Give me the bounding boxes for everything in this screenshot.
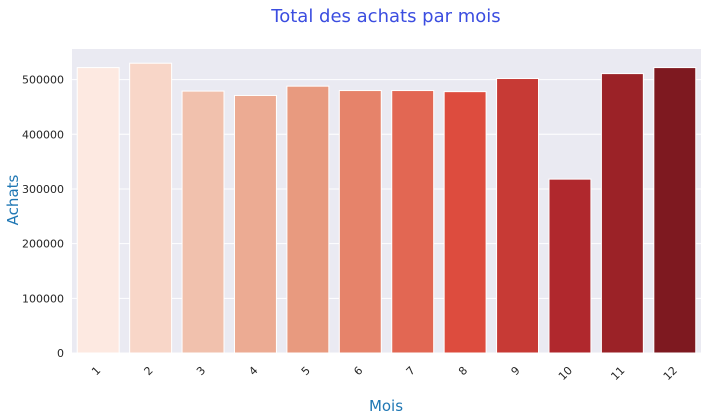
- bar-month-10: [548, 178, 592, 354]
- y-tick-label: 300000: [22, 183, 64, 196]
- bar-month-8: [443, 91, 487, 354]
- x-tick-label: 8: [456, 364, 470, 378]
- bars: [76, 62, 697, 354]
- bar-month-11: [600, 73, 644, 354]
- x-tick-label: 12: [661, 364, 680, 383]
- plot-background: [72, 49, 701, 353]
- bar-month-1: [76, 67, 120, 354]
- y-tick-label: 0: [57, 347, 64, 360]
- y-tick-label: 100000: [22, 292, 64, 305]
- bar-month-4: [233, 94, 277, 354]
- x-tick-label: 5: [299, 364, 313, 378]
- y-tick-label: 200000: [22, 238, 64, 251]
- y-tick-label: 500000: [22, 74, 64, 87]
- bar-month-2: [129, 62, 173, 354]
- x-tick-label: 4: [246, 364, 260, 378]
- bar-month-3: [181, 90, 225, 354]
- x-axis-ticks: 1 2 3 4 5 6 7 8 9 10 11 12: [89, 364, 680, 383]
- x-tick-label: 9: [509, 364, 523, 378]
- bar-month-12: [653, 67, 697, 354]
- x-tick-label: 6: [351, 364, 365, 378]
- x-axis-label: Mois: [369, 397, 403, 415]
- x-tick-label: 1: [89, 364, 103, 378]
- bar-month-6: [338, 90, 382, 354]
- bar-month-5: [286, 85, 330, 354]
- x-tick-label: 2: [142, 364, 156, 378]
- gridlines: [72, 79, 701, 354]
- y-axis-ticks: 0 100000 200000 300000 400000 500000: [22, 74, 64, 360]
- x-tick-label: 10: [556, 364, 575, 383]
- bar-month-9: [496, 78, 540, 354]
- y-axis-label: Achats: [4, 174, 22, 225]
- x-tick-label: 11: [608, 364, 627, 383]
- bar-month-7: [391, 90, 435, 354]
- x-tick-label: 7: [404, 364, 418, 378]
- y-tick-label: 400000: [22, 128, 64, 141]
- chart-title: Total des achats par mois: [270, 6, 500, 27]
- x-tick-label: 3: [194, 364, 208, 378]
